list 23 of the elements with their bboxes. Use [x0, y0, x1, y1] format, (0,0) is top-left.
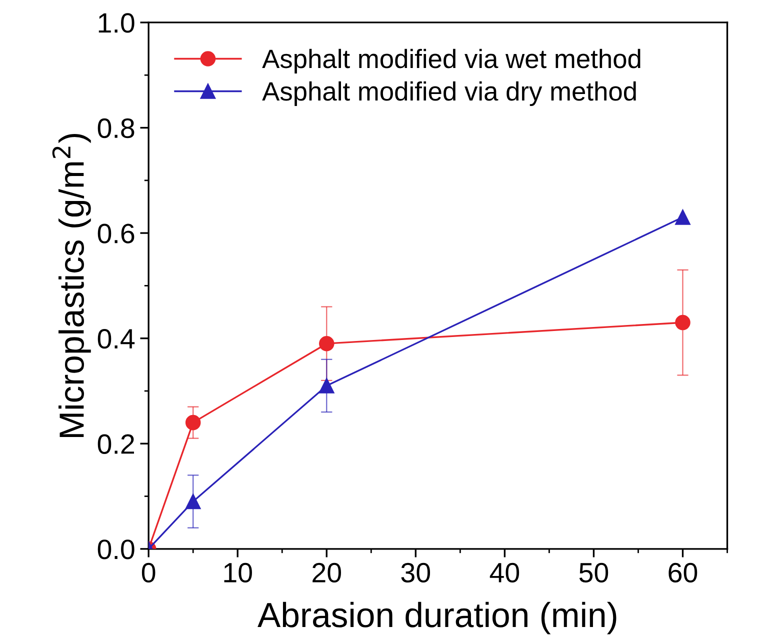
- y-tick-label: 0.6: [98, 224, 134, 244]
- point: [675, 314, 690, 330]
- point: [185, 414, 201, 430]
- y-tick-label: 0.8: [98, 118, 134, 138]
- y-tick-label: 1.0: [98, 13, 134, 33]
- x-tick-label: 0: [142, 562, 156, 583]
- point: [675, 210, 690, 225]
- x-tick-label: 60: [668, 562, 698, 583]
- x-tick-label: 10: [224, 562, 252, 583]
- x-tick-label: 40: [490, 562, 520, 583]
- x-tick-label: 20: [312, 562, 341, 583]
- point: [318, 336, 334, 352]
- x-tick-label: 30: [401, 562, 430, 583]
- y-axis-title: Microplastics (g/m$^{2}$): [52, 134, 91, 438]
- point: [318, 378, 334, 394]
- y-tick-label: 0.4: [98, 329, 135, 349]
- y-tick-label: 0.0: [98, 540, 134, 560]
- y-tick-label: 0.2: [98, 434, 134, 454]
- x-axis-title: Abrasion duration (min): [258, 602, 616, 634]
- point: [185, 494, 201, 510]
- legend-label: Asphalt modified via wet method: [262, 48, 640, 74]
- legend-label: Asphalt modified via dry method: [262, 81, 636, 106]
- x-tick-label: 50: [579, 562, 608, 583]
